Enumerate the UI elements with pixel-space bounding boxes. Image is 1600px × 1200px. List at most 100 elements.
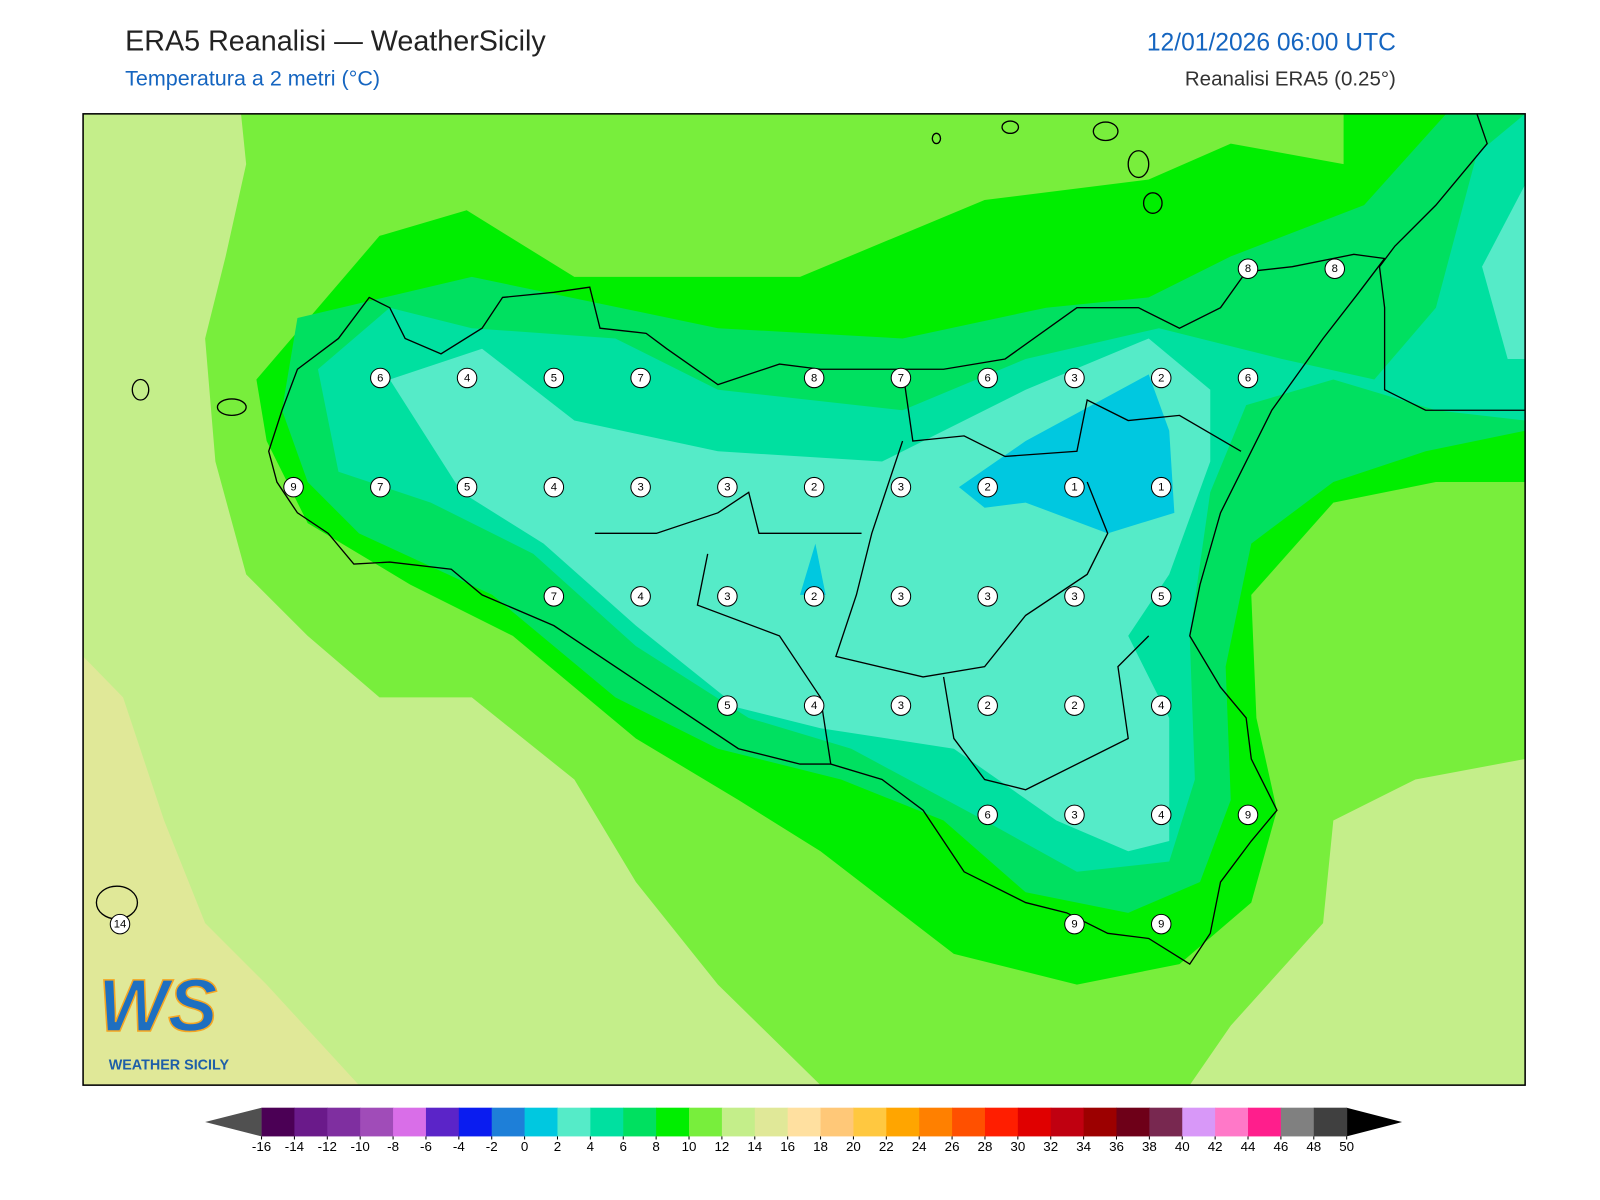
colorbar-bin — [393, 1107, 427, 1137]
station-value: 7 — [898, 372, 904, 384]
colorbar-label: 6 — [620, 1139, 627, 1154]
island — [1092, 121, 1119, 142]
station-value: 14 — [114, 919, 127, 931]
colorbar-under — [205, 1107, 262, 1137]
station-value: 3 — [898, 482, 904, 494]
province-border — [594, 369, 1242, 791]
station-value: 7 — [637, 372, 643, 384]
colorbar-label: 28 — [978, 1139, 993, 1154]
station-value: 2 — [811, 482, 817, 494]
coastline — [268, 253, 1386, 966]
station-marker — [803, 695, 825, 716]
coastline — [1378, 113, 1526, 411]
station-marker — [1324, 258, 1346, 279]
title: ERA5 Reanalisi — WeatherSicily — [125, 26, 546, 58]
station-value: 2 — [985, 482, 991, 494]
colorbar-label: 42 — [1208, 1139, 1223, 1154]
island — [1001, 120, 1020, 134]
station-marker — [1150, 804, 1172, 826]
station-value: 3 — [898, 700, 904, 712]
field — [1482, 184, 1526, 359]
colorbar-bin — [1017, 1107, 1052, 1137]
station-value: 9 — [1071, 919, 1077, 931]
colorbar-bin — [1116, 1107, 1150, 1137]
station-value: 3 — [1071, 591, 1077, 603]
colorbar-bin — [1280, 1107, 1315, 1137]
station-value: 4 — [1158, 809, 1164, 821]
colorbar-label: -10 — [351, 1139, 370, 1154]
colorbar-bin — [1182, 1107, 1216, 1137]
map: 8 8 6 4 5 7 8 7 6 3 2 6 9 7 5 4 3 3 2 3 2 1 1 7 4 3 2 3 3 3 5 5 4 3 2 2 4 6 3 4… — [83, 113, 1526, 1086]
colorbar-label: 34 — [1076, 1139, 1091, 1154]
station-marker — [1064, 804, 1085, 826]
station-value: 3 — [898, 591, 904, 603]
station-value: 2 — [1158, 372, 1164, 384]
colorbar-bin — [524, 1107, 558, 1137]
station-value: 3 — [724, 482, 730, 494]
colorbar-bin — [656, 1107, 690, 1137]
station-marker — [370, 476, 391, 498]
station-value: 4 — [1158, 700, 1164, 712]
station-marker — [890, 476, 912, 498]
map-frame — [82, 113, 1526, 1086]
field — [958, 374, 1175, 534]
colorbar-bin — [360, 1107, 394, 1137]
source: Reanalisi ERA5 (0.25°) — [1185, 67, 1396, 90]
island — [1127, 150, 1150, 179]
station-marker — [456, 476, 478, 498]
station-value: 2 — [811, 591, 817, 603]
colorbar-label: 20 — [846, 1139, 861, 1154]
station-value: 6 — [985, 372, 991, 384]
station-value: 5 — [464, 482, 470, 494]
colorbar-bin — [919, 1107, 953, 1137]
colorbar-bin — [952, 1107, 986, 1137]
station-marker — [1237, 804, 1259, 826]
colorbar-bin — [425, 1107, 460, 1137]
station-value: 6 — [1245, 372, 1251, 384]
colorbar-bin — [458, 1107, 493, 1137]
colorbar-bin — [984, 1107, 1019, 1137]
colorbar-label: 44 — [1241, 1139, 1256, 1154]
colorbar-label: 12 — [714, 1139, 729, 1154]
station-value: 3 — [724, 591, 730, 603]
colorbar-bin — [623, 1107, 657, 1137]
station-marker — [717, 476, 738, 498]
station-value: 7 — [377, 482, 383, 494]
station-value: 5 — [724, 700, 730, 712]
colorbar-label: 22 — [879, 1139, 894, 1154]
colorbar-bin — [754, 1107, 789, 1137]
colorbar-label: 26 — [945, 1139, 960, 1154]
station-marker — [370, 367, 391, 389]
station-marker — [1150, 913, 1172, 935]
station-marker — [717, 695, 738, 716]
colorbar-label: 38 — [1142, 1139, 1157, 1154]
station-marker — [717, 586, 738, 607]
colorbar-bin — [886, 1107, 920, 1137]
colorbar-bin — [820, 1107, 854, 1137]
colorbar-label: 30 — [1010, 1139, 1025, 1154]
station-value: 9 — [1158, 919, 1164, 931]
colorbar-label: -4 — [453, 1139, 465, 1154]
station-value: 1 — [1158, 482, 1164, 494]
station-marker — [543, 586, 565, 607]
island — [1142, 192, 1163, 214]
station-value: 6 — [985, 809, 991, 821]
station-marker — [456, 367, 478, 389]
station-marker — [630, 476, 651, 498]
station-marker — [1064, 367, 1085, 389]
station-value: 9 — [290, 482, 296, 494]
colorbar-bin — [590, 1107, 624, 1137]
station-marker — [1150, 476, 1172, 498]
colorbar-label: 8 — [652, 1139, 659, 1154]
colorbar-bin — [1248, 1107, 1282, 1137]
station-marker — [977, 804, 998, 826]
colorbar-label: 46 — [1273, 1139, 1288, 1154]
colorbar-label: -6 — [420, 1139, 432, 1154]
colorbar-label: 10 — [682, 1139, 697, 1154]
station-value: 2 — [1071, 700, 1077, 712]
datetime: 12/01/2026 06:00 UTC — [1147, 30, 1396, 57]
logo-name: WEATHER SICILY — [109, 1058, 230, 1074]
colorbar-bin — [853, 1107, 887, 1137]
station-value: 3 — [637, 482, 643, 494]
station-value: 6 — [377, 372, 383, 384]
